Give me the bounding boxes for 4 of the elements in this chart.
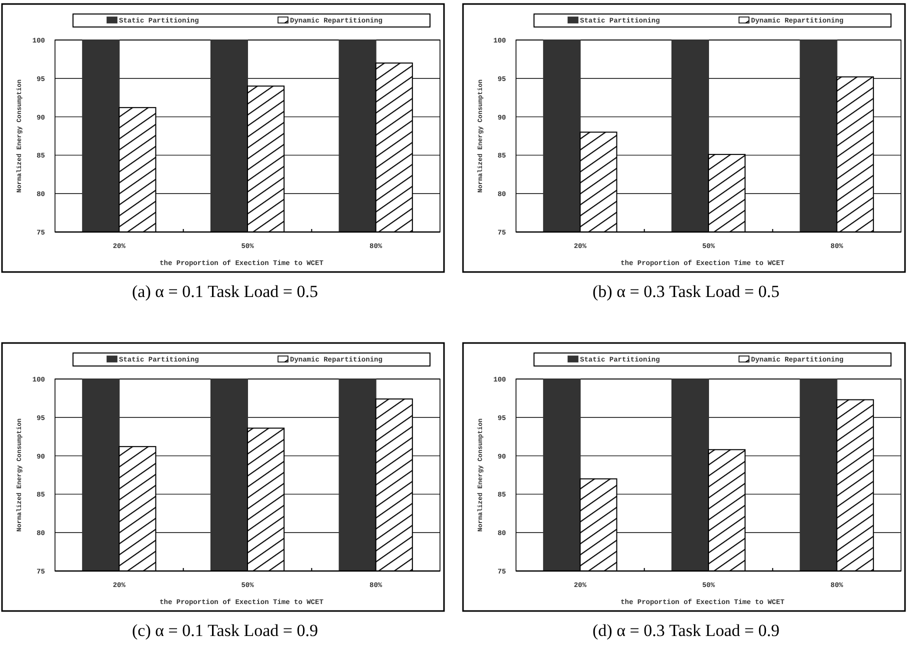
text: (a) α = 0.1 Task Load = 0.5 [132,282,318,301]
text: (c) α = 0.1 Task Load = 0.9 [132,621,318,640]
text: (b) α = 0.3 Task Load = 0.5 [592,282,780,301]
text: (d) α = 0.3 Task Load = 0.9 [592,621,780,640]
